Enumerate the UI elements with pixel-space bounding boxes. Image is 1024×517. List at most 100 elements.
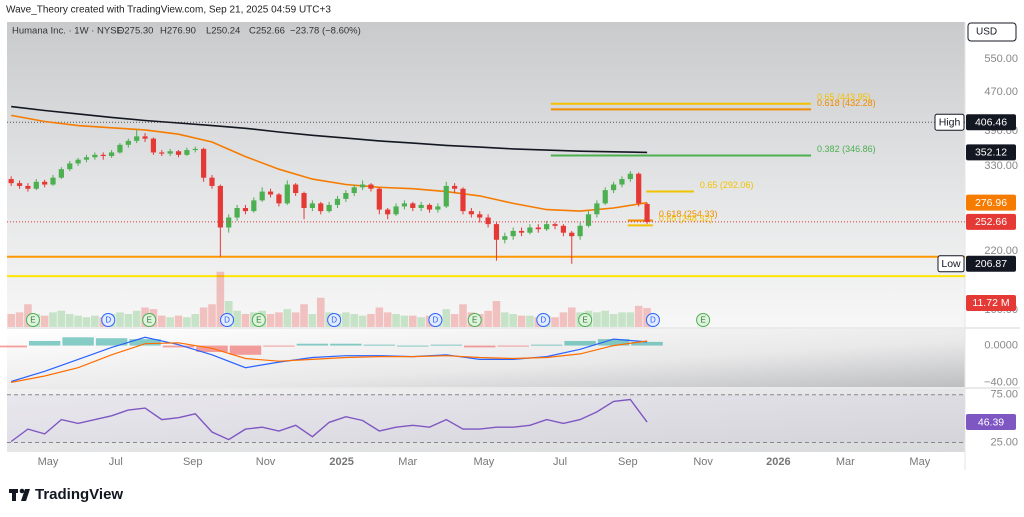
x-tick-label: Nov: [693, 456, 713, 468]
candle-body: [435, 206, 441, 210]
moving-average: [11, 105, 648, 154]
candle-body: [284, 184, 290, 204]
event-marker[interactable]: [142, 313, 157, 327]
candle-body: [343, 193, 349, 199]
candle-body: [460, 188, 466, 212]
candle-body: [125, 140, 131, 145]
volume-bar: [375, 307, 384, 327]
volume-bar: [342, 312, 350, 327]
candle-body: [50, 177, 56, 185]
macd-histogram-bar: [564, 340, 596, 346]
candle-body: [259, 191, 265, 201]
event-marker[interactable]: [251, 313, 266, 327]
candle-body: [368, 184, 374, 189]
volume-bar: [216, 271, 225, 327]
price-label-box: [966, 144, 1016, 161]
volume-bar: [183, 317, 191, 327]
volume-bar: [266, 314, 275, 327]
y-tick-label: 550.00: [984, 53, 1018, 65]
event-marker[interactable]: [696, 313, 711, 327]
volume-bar: [91, 315, 99, 327]
volume-bar: [442, 309, 451, 327]
ohlc-low: L250.24: [206, 26, 240, 37]
volume-bar: [40, 315, 49, 327]
price-label: 276.96: [975, 197, 1007, 209]
event-marker[interactable]: [220, 313, 235, 327]
macd-histogram-bar: [397, 345, 429, 347]
event-marker[interactable]: [101, 313, 116, 327]
volume-bar: [199, 307, 208, 327]
event-marker[interactable]: [536, 313, 551, 327]
candle-body: [150, 138, 157, 153]
macd-histogram-bar: [497, 345, 529, 347]
candle-body: [468, 211, 474, 215]
event-marker[interactable]: [578, 313, 593, 327]
candle-body: [334, 198, 341, 205]
event-marker[interactable]: [645, 313, 660, 327]
macd-histogram-bar: [463, 345, 496, 348]
price-label: 252.66: [975, 216, 1007, 228]
candle-body: [192, 148, 198, 151]
event-label: D: [105, 316, 111, 325]
candle-body: [518, 230, 525, 233]
candle-body: [619, 179, 625, 185]
volume-bar: [501, 312, 509, 327]
fib-label: 0.618 (254.33): [659, 209, 718, 219]
moving-average: [11, 114, 648, 212]
y-tick-label: 470.00: [984, 86, 1018, 98]
fib-label: 0.65 (292.06): [700, 180, 754, 190]
y-tick-label: 0.0000: [984, 339, 1018, 351]
price-label: 406.46: [975, 117, 1007, 129]
candle-body: [401, 203, 408, 207]
fib-label: 0.65 (443.95): [817, 92, 871, 102]
candle-body: [209, 177, 215, 186]
candle-body: [410, 203, 416, 208]
candle-body: [493, 224, 500, 240]
currency: USD: [976, 27, 997, 38]
candle-body: [234, 207, 240, 218]
volume-bar: [241, 314, 250, 327]
fib-label: 0.65 (248.52): [659, 214, 713, 224]
rsi-pane: [7, 389, 965, 452]
event-marker[interactable]: [467, 313, 482, 327]
candle-body: [251, 200, 257, 212]
macd-histogram-bar: [631, 341, 663, 346]
volume-bar: [593, 312, 601, 327]
macd-histogram-bar: [530, 344, 563, 346]
candle-body: [184, 150, 190, 155]
volume-bar: [82, 317, 91, 327]
volume-bar: [392, 314, 400, 327]
x-tick-label: Sep: [183, 456, 203, 468]
y-tick-label: 220.00: [984, 245, 1018, 257]
candle-body: [175, 151, 182, 155]
volume-bar: [459, 304, 467, 327]
candle-body: [385, 209, 391, 215]
x-tick-label: May: [38, 456, 59, 468]
event-marker[interactable]: [428, 313, 443, 327]
candle-body: [293, 184, 299, 194]
candle-body: [159, 152, 165, 154]
price-label: 206.87: [975, 258, 1007, 270]
candle-body: [602, 190, 608, 204]
change: −23.78 (−8.60%): [290, 26, 361, 37]
volume-bar: [400, 315, 409, 327]
price-label-box: [934, 113, 965, 131]
event-label: D: [432, 316, 438, 325]
price-label: Low: [941, 258, 961, 270]
x-tick-label: Jul: [109, 456, 123, 468]
candle-body: [309, 203, 315, 208]
x-tick-label: Mar: [836, 456, 855, 468]
event-marker[interactable]: [327, 313, 342, 327]
candle-body: [217, 185, 223, 228]
candle-body: [301, 193, 307, 208]
candle-body: [527, 227, 533, 233]
main-pane: [7, 22, 965, 327]
price-label-box: [966, 294, 1016, 311]
volume-bar: [618, 312, 626, 327]
volume-bar: [609, 314, 618, 327]
volume-bar: [492, 301, 501, 327]
price-label-box: [966, 194, 1016, 211]
currency-box[interactable]: [967, 22, 1017, 42]
event-marker[interactable]: [25, 313, 40, 327]
